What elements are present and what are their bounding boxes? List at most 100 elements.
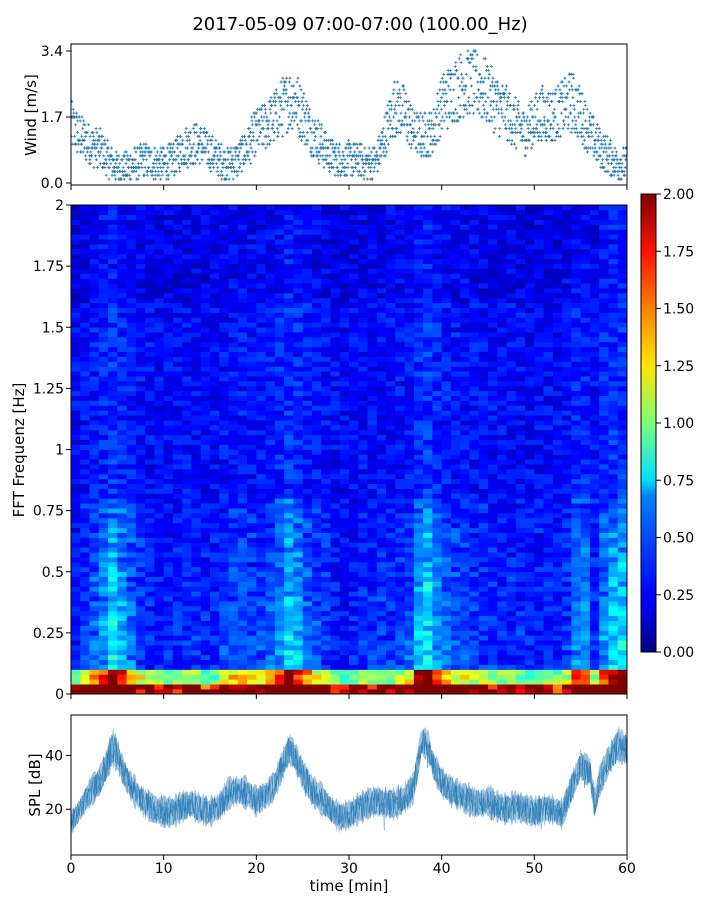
spectrogram-cell bbox=[284, 674, 294, 679]
spectrogram-cell bbox=[182, 562, 192, 567]
spectrogram-cell bbox=[275, 298, 285, 303]
spectrogram-cell bbox=[247, 518, 257, 523]
wind-point bbox=[496, 81, 499, 84]
spectrogram-cell bbox=[80, 269, 90, 274]
spectrogram-cell bbox=[321, 415, 331, 420]
spectrogram-cell bbox=[284, 371, 294, 376]
spectrogram-cell bbox=[80, 542, 90, 547]
spectrogram-cell bbox=[80, 288, 90, 293]
wind-point bbox=[434, 123, 437, 126]
spectrogram-cell bbox=[154, 542, 164, 547]
spectrogram-cell bbox=[247, 582, 257, 587]
wind-point bbox=[583, 100, 586, 103]
wind-point bbox=[314, 119, 317, 122]
wind-point bbox=[442, 73, 445, 76]
spectrogram-cell bbox=[358, 655, 368, 660]
spectrogram-cell bbox=[358, 596, 368, 601]
spectrogram-cell bbox=[71, 440, 81, 445]
spectrogram-cell bbox=[80, 601, 90, 606]
spectrogram-cell bbox=[71, 259, 81, 264]
spectrogram-cell bbox=[284, 420, 294, 425]
spectrogram-cell bbox=[90, 518, 100, 523]
spectrogram-cell bbox=[293, 503, 303, 508]
spectrogram-cell bbox=[127, 518, 137, 523]
spectrogram-cell bbox=[266, 552, 276, 557]
spectrogram-cell bbox=[266, 215, 276, 220]
spectrogram-cell bbox=[321, 239, 331, 244]
spectrogram-cell bbox=[173, 288, 183, 293]
wind-point bbox=[458, 84, 461, 87]
spectrogram-cell bbox=[293, 259, 303, 264]
spectrogram-cell bbox=[321, 361, 331, 366]
spectrogram-cell bbox=[117, 494, 127, 499]
spectrogram-cell bbox=[229, 440, 239, 445]
spectrogram-cell bbox=[117, 542, 127, 547]
wind-point bbox=[464, 88, 467, 91]
spectrogram-cell bbox=[340, 494, 350, 499]
wind-point bbox=[137, 174, 140, 177]
spectrogram-cell bbox=[293, 391, 303, 396]
wind-point bbox=[384, 147, 387, 150]
spectrogram-cell bbox=[330, 278, 340, 283]
wind-point bbox=[172, 143, 175, 146]
spectrogram-cell bbox=[80, 562, 90, 567]
spectrogram-cell bbox=[219, 454, 229, 459]
spectrogram-cell bbox=[145, 513, 155, 518]
wind-point bbox=[586, 108, 589, 111]
spectrogram-cell bbox=[127, 322, 137, 327]
wind-point bbox=[276, 119, 279, 122]
spectrogram-cell bbox=[293, 498, 303, 503]
wind-point bbox=[430, 112, 433, 115]
wind-point bbox=[291, 116, 294, 119]
spectrogram-cell bbox=[90, 415, 100, 420]
spectrogram-cell bbox=[229, 361, 239, 366]
spectrogram-cell bbox=[201, 410, 211, 415]
wind-point bbox=[105, 162, 108, 165]
wind-point bbox=[370, 162, 373, 165]
spectrogram-cell bbox=[321, 366, 331, 371]
spectrogram-cell bbox=[358, 635, 368, 640]
spectrogram-cell bbox=[266, 626, 276, 631]
wind-point bbox=[369, 154, 372, 157]
spectrogram-cell bbox=[117, 445, 127, 450]
spectrogram-cell bbox=[136, 313, 146, 318]
spectrogram-cell bbox=[247, 337, 257, 342]
spectrogram-cell bbox=[358, 498, 368, 503]
wind-point bbox=[580, 131, 583, 134]
spectrogram-cell bbox=[340, 371, 350, 376]
spectrogram-cell bbox=[191, 405, 201, 410]
spectrogram-cell bbox=[349, 562, 359, 567]
wind-point bbox=[201, 143, 204, 146]
spectrogram-cell bbox=[330, 489, 340, 494]
wind-point bbox=[579, 112, 582, 115]
spectrogram-cell bbox=[154, 405, 164, 410]
wind-point bbox=[522, 112, 525, 115]
spectrogram-cell bbox=[127, 567, 137, 572]
spectrogram-cell bbox=[80, 670, 90, 675]
spectrogram-cell bbox=[330, 322, 340, 327]
spectrogram-cell bbox=[312, 621, 322, 626]
spectrogram-cell bbox=[99, 249, 109, 254]
spectrogram-cell bbox=[99, 298, 109, 303]
spectrogram-cell bbox=[99, 630, 109, 635]
spectrogram-cell bbox=[256, 562, 266, 567]
spectrogram-cell bbox=[247, 347, 257, 352]
wind-point bbox=[384, 135, 387, 138]
wind-point bbox=[251, 131, 254, 134]
spectrogram-cell bbox=[164, 621, 174, 626]
spectrogram-cell bbox=[330, 450, 340, 455]
wind-point bbox=[561, 100, 564, 103]
spectrogram-cell bbox=[191, 205, 201, 210]
wind-point bbox=[231, 162, 234, 165]
spectrogram-cell bbox=[238, 278, 248, 283]
spectrogram-cell bbox=[210, 479, 220, 484]
spectrogram-cell bbox=[349, 225, 359, 230]
spectrogram-cell bbox=[173, 293, 183, 298]
spectrogram-cell bbox=[303, 386, 313, 391]
wind-point bbox=[567, 127, 570, 130]
spectrogram-cell bbox=[229, 626, 239, 631]
spectrogram-cell bbox=[293, 518, 303, 523]
spectrogram-cell bbox=[229, 430, 239, 435]
spectrogram-cell bbox=[71, 596, 81, 601]
spectrogram-cell bbox=[99, 674, 109, 679]
